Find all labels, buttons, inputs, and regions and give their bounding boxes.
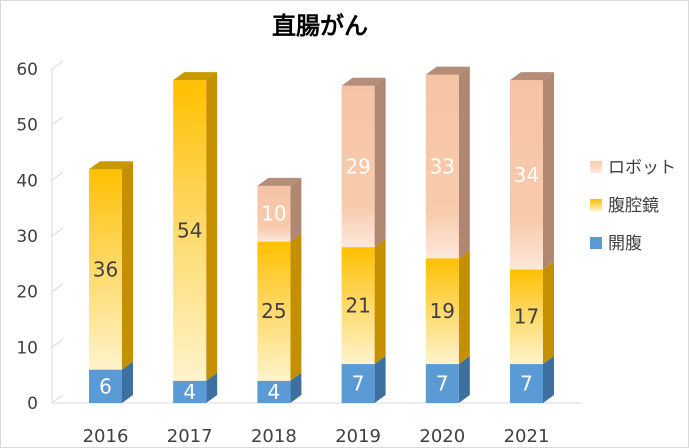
legend-label: 開腹 <box>608 234 642 254</box>
bar-side-face <box>290 233 302 381</box>
bar-segment <box>173 380 207 403</box>
bar-side-face <box>122 161 133 370</box>
data-label: 36 <box>93 257 118 281</box>
data-label: 10 <box>261 202 286 226</box>
data-labels: 6 36 4 54 4 25 10 7 21 29 7 19 33 7 17 34 <box>93 154 539 403</box>
bar-top-face <box>510 72 554 81</box>
bar-side-face <box>290 177 302 242</box>
bar-side-face <box>458 356 470 403</box>
data-label: 4 <box>183 380 196 404</box>
data-label: 6 <box>99 374 112 398</box>
bar-segment <box>425 258 459 365</box>
bar-side-face <box>458 66 470 259</box>
legend-swatch <box>590 161 602 173</box>
data-label: 25 <box>261 299 286 323</box>
y-tick-label: 0 <box>27 394 38 414</box>
data-label: 7 <box>352 372 365 396</box>
y-tick-label: 30 <box>16 227 38 247</box>
bar-segment <box>341 247 375 365</box>
bar-segment <box>341 364 375 403</box>
bar-side-face <box>458 250 470 365</box>
x-tick-label: 2016 <box>83 426 129 447</box>
bar-segment <box>510 80 543 270</box>
y-tick-mark <box>51 227 64 237</box>
y-tick-label: 10 <box>16 338 38 358</box>
x-tick-label: 2020 <box>419 426 465 447</box>
bar-segment <box>89 369 122 403</box>
y-tick-mark <box>51 60 64 70</box>
y-tick-mark <box>51 394 64 404</box>
bar-side-face <box>206 72 218 381</box>
x-tick-label: 2017 <box>167 426 213 447</box>
bar-segment <box>89 169 122 370</box>
y-tick-mark <box>51 171 64 181</box>
bar-side-face <box>290 372 302 403</box>
data-label: 29 <box>345 154 370 178</box>
bar-segment <box>510 364 543 403</box>
bar-segment <box>425 74 459 259</box>
bar-side-face <box>374 239 386 365</box>
bar-top-face <box>341 77 386 86</box>
data-label: 33 <box>430 154 455 178</box>
data-label: 19 <box>430 299 455 323</box>
legend-label: 腹腔鏡 <box>608 196 659 216</box>
bar-top-face <box>89 161 133 170</box>
bar-top-face <box>425 66 470 75</box>
bar-segment <box>173 80 207 381</box>
bar-side-face <box>122 361 133 403</box>
y-tick-mark <box>51 283 64 293</box>
bar-top-face <box>257 177 302 186</box>
bar-segment <box>257 380 291 403</box>
y-tick-mark <box>51 338 64 348</box>
axes: 0 10 20 30 40 50 60 2016 2017 2018 2019 2020 2021 <box>16 60 582 447</box>
data-label: 17 <box>514 305 539 329</box>
legend-swatch <box>590 237 602 249</box>
bar-segment <box>257 185 291 242</box>
bar-side-face <box>206 372 218 403</box>
y-tick-label: 40 <box>16 171 38 191</box>
data-label: 21 <box>345 294 370 318</box>
bar-segment <box>425 364 459 403</box>
y-tick-label: 60 <box>16 60 38 80</box>
legend-swatch <box>590 199 602 211</box>
y-tick-label: 20 <box>16 283 38 303</box>
y-tick-mark <box>51 116 64 126</box>
data-label: 7 <box>520 372 533 396</box>
bar-side-face <box>374 356 386 403</box>
bars <box>89 66 554 403</box>
bar-side-face <box>374 77 386 248</box>
x-tick-label: 2021 <box>504 426 550 447</box>
bar-side-face <box>543 72 554 270</box>
data-label: 4 <box>268 380 281 404</box>
bar-segment <box>257 241 291 381</box>
x-tick-label: 2019 <box>335 426 381 447</box>
bar-segment <box>510 269 543 365</box>
y-tick-label: 50 <box>16 116 38 136</box>
bar-side-face <box>543 261 554 365</box>
bar-top-face <box>173 72 218 81</box>
data-label: 7 <box>436 372 449 396</box>
bar-segment <box>341 85 375 248</box>
data-label: 34 <box>514 163 539 187</box>
bar-side-face <box>543 356 554 403</box>
data-label: 54 <box>177 218 202 242</box>
chart-title: 直腸がん <box>272 12 368 40</box>
x-tick-label: 2018 <box>251 426 297 447</box>
legend-label: ロボット <box>608 158 676 178</box>
